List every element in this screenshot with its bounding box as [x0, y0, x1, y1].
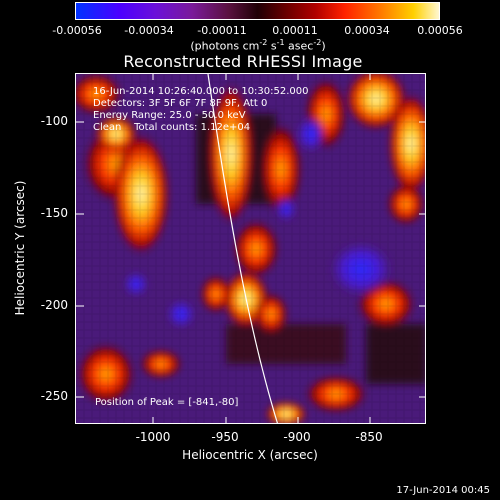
info-energy-range: Energy Range: 25.0 - 50.0 keV — [93, 110, 246, 121]
x-tick-label: -950 — [211, 430, 239, 444]
colorbar-tick-label: 0.00056 — [417, 24, 463, 37]
colorbar-tick-label: 0.00011 — [272, 24, 318, 37]
image-plot — [75, 73, 426, 424]
colorbar-tick-label: -0.00034 — [124, 24, 174, 37]
info-time-range: 16-Jun-2014 10:26:40.000 to 10:30:52.000 — [93, 86, 309, 97]
info-detectors: Detectors: 3F 5F 6F 7F 8F 9F, Att 0 — [93, 98, 268, 109]
y-tick-label: -100 — [40, 114, 68, 128]
colorbar-tick-label: 0.00034 — [344, 24, 390, 37]
info-counts: Clean Total counts: 1.12e+04 — [93, 122, 251, 133]
peak-position: Position of Peak = [-841,-80] — [95, 397, 239, 408]
x-tick-label: -900 — [283, 430, 311, 444]
y-axis-title: Heliocentric Y (arcsec) — [13, 180, 27, 316]
y-tick-label: -250 — [40, 389, 68, 403]
y-tick-label: -150 — [40, 206, 68, 220]
colorbar — [75, 2, 440, 20]
generation-timestamp: 17-Jun-2014 00:45 — [396, 485, 490, 496]
plot-title: Reconstructed RHESSI Image — [123, 52, 363, 71]
x-tick-label: -1000 — [135, 430, 171, 444]
y-tick-label: -200 — [40, 298, 68, 312]
colorbar-units: (photons cm-2 s-1 asec-2) — [190, 38, 326, 53]
x-axis-title: Heliocentric X (arcsec) — [182, 448, 318, 462]
colorbar-tick-label: -0.00011 — [197, 24, 247, 37]
solar-limb-curve — [207, 74, 279, 423]
colorbar-tick-label: -0.00056 — [52, 24, 102, 37]
x-tick-label: -850 — [355, 430, 383, 444]
rhessi-image — [76, 74, 425, 423]
